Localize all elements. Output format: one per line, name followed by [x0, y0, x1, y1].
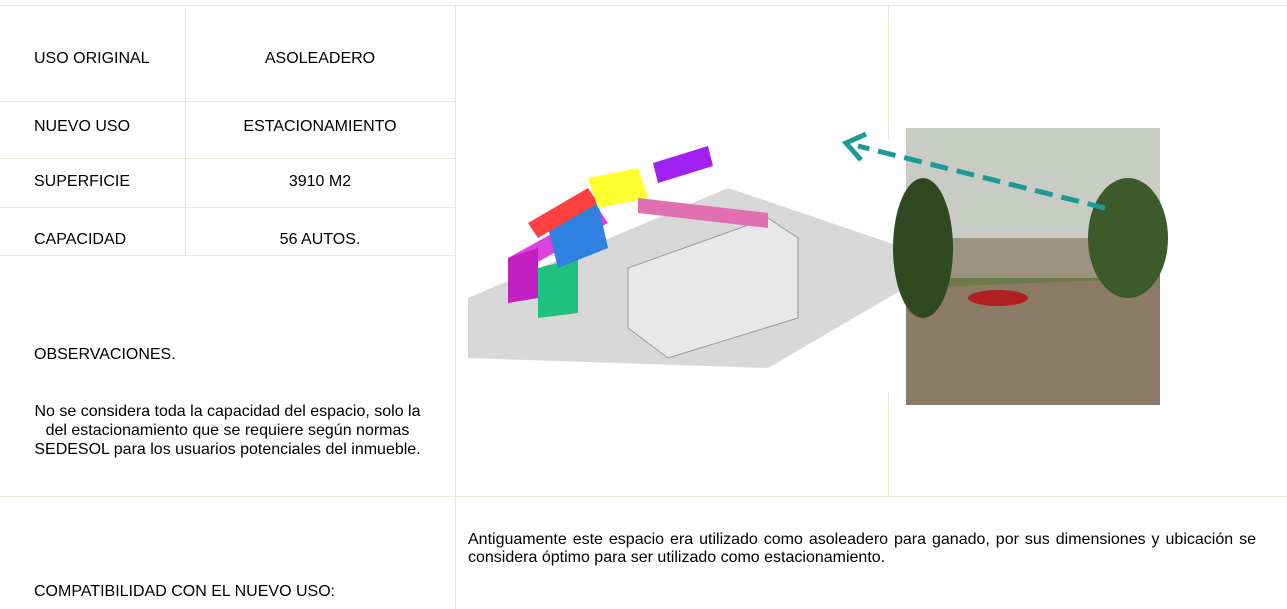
photo-car — [968, 290, 1028, 306]
rule — [0, 207, 455, 208]
rule — [185, 5, 186, 255]
compatibility-text: Antiguamente este espacio era utilizado … — [468, 531, 1256, 566]
photo-ground — [906, 278, 1160, 405]
field-value: ASOLEADERO — [264, 50, 376, 67]
block — [588, 168, 648, 208]
rule — [0, 158, 455, 159]
photo-tree — [1088, 178, 1168, 298]
arrow-head — [841, 131, 868, 162]
field-value: 56 AUTOS. — [279, 231, 361, 248]
block — [508, 248, 538, 303]
compatibility-label: COMPATIBILIDAD CON EL NUEVO USO: — [34, 583, 336, 600]
observations-title: OBSERVACIONES. — [34, 346, 176, 363]
photo-tree — [893, 178, 953, 318]
illustrations — [468, 128, 1168, 405]
block — [548, 203, 608, 268]
field-label: SUPERFICIE — [34, 173, 131, 190]
field-value: ESTACIONAMIENTO — [243, 118, 397, 135]
block — [538, 258, 578, 318]
field-label: NUEVO USO — [34, 118, 131, 135]
block — [528, 188, 598, 238]
field-label: CAPACIDAD — [34, 231, 127, 248]
rule — [0, 255, 455, 256]
rule — [0, 101, 455, 102]
rule — [0, 5, 1287, 6]
arrow-line — [857, 143, 1106, 211]
rule — [455, 5, 456, 609]
field-label: USO ORIGINAL — [34, 50, 150, 67]
observations-text: No se considera toda la capacidad del es… — [34, 403, 421, 458]
block — [638, 198, 768, 228]
field-value: 3910 M2 — [288, 173, 352, 190]
block — [653, 146, 713, 183]
rule — [0, 496, 1287, 497]
photo-building — [948, 238, 1108, 278]
